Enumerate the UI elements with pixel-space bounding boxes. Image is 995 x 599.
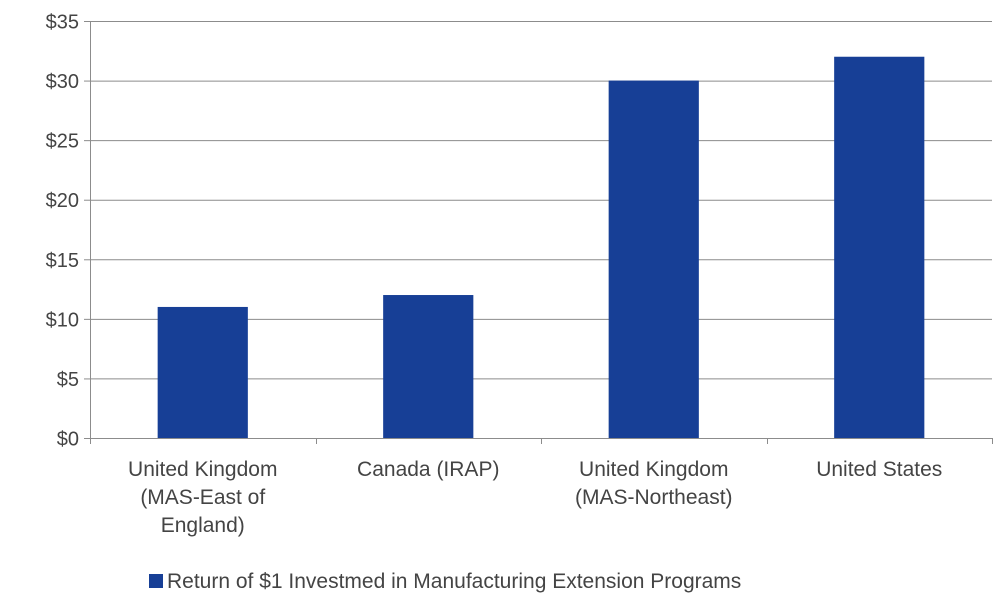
x-category-label-line: England) <box>161 514 245 537</box>
y-tick-label-30: $30 <box>46 71 79 93</box>
y-tick-label-15: $15 <box>46 250 79 272</box>
x-category-label-1: Canada (IRAP) <box>357 458 499 481</box>
x-category-label-line: Canada (IRAP) <box>357 458 499 481</box>
legend-swatch <box>149 574 163 588</box>
y-tick-label-5: $5 <box>57 369 79 391</box>
bar-3 <box>834 56 925 438</box>
axes <box>84 21 993 444</box>
x-category-label-2: United Kingdom (MAS-Northeast) <box>575 458 733 509</box>
x-category-label-line: United Kingdom <box>579 458 728 481</box>
y-tick-label-35: $35 <box>46 12 79 34</box>
bar-1 <box>383 295 474 438</box>
x-category-label-0: United Kingdom (MAS-East of England) <box>128 458 277 537</box>
bars <box>157 56 925 439</box>
y-tick-label-25: $25 <box>46 131 79 153</box>
x-category-label-line: United States <box>816 458 942 481</box>
y-tick-label-20: $20 <box>46 190 79 212</box>
bar-0 <box>157 306 248 438</box>
y-tick-label-10: $10 <box>46 309 79 331</box>
y-tick-labels: $0 $5 $10 $15 $20 $25 $30 $35 <box>46 12 79 451</box>
bar-2 <box>608 80 699 439</box>
x-category-label-line: United Kingdom <box>128 458 277 481</box>
x-category-labels: United Kingdom (MAS-East of England) Canada… <box>128 458 942 537</box>
legend-label: Return of $1 Investmed in Manufacturing … <box>167 570 741 593</box>
x-category-label-line: (MAS-Northeast) <box>575 486 733 509</box>
legend: Return of $1 Investmed in Manufacturing … <box>149 570 741 593</box>
x-category-label-line: (MAS-East of <box>140 486 265 509</box>
x-category-label-3: United States <box>816 458 942 481</box>
y-tick-label-0: $0 <box>57 429 79 451</box>
